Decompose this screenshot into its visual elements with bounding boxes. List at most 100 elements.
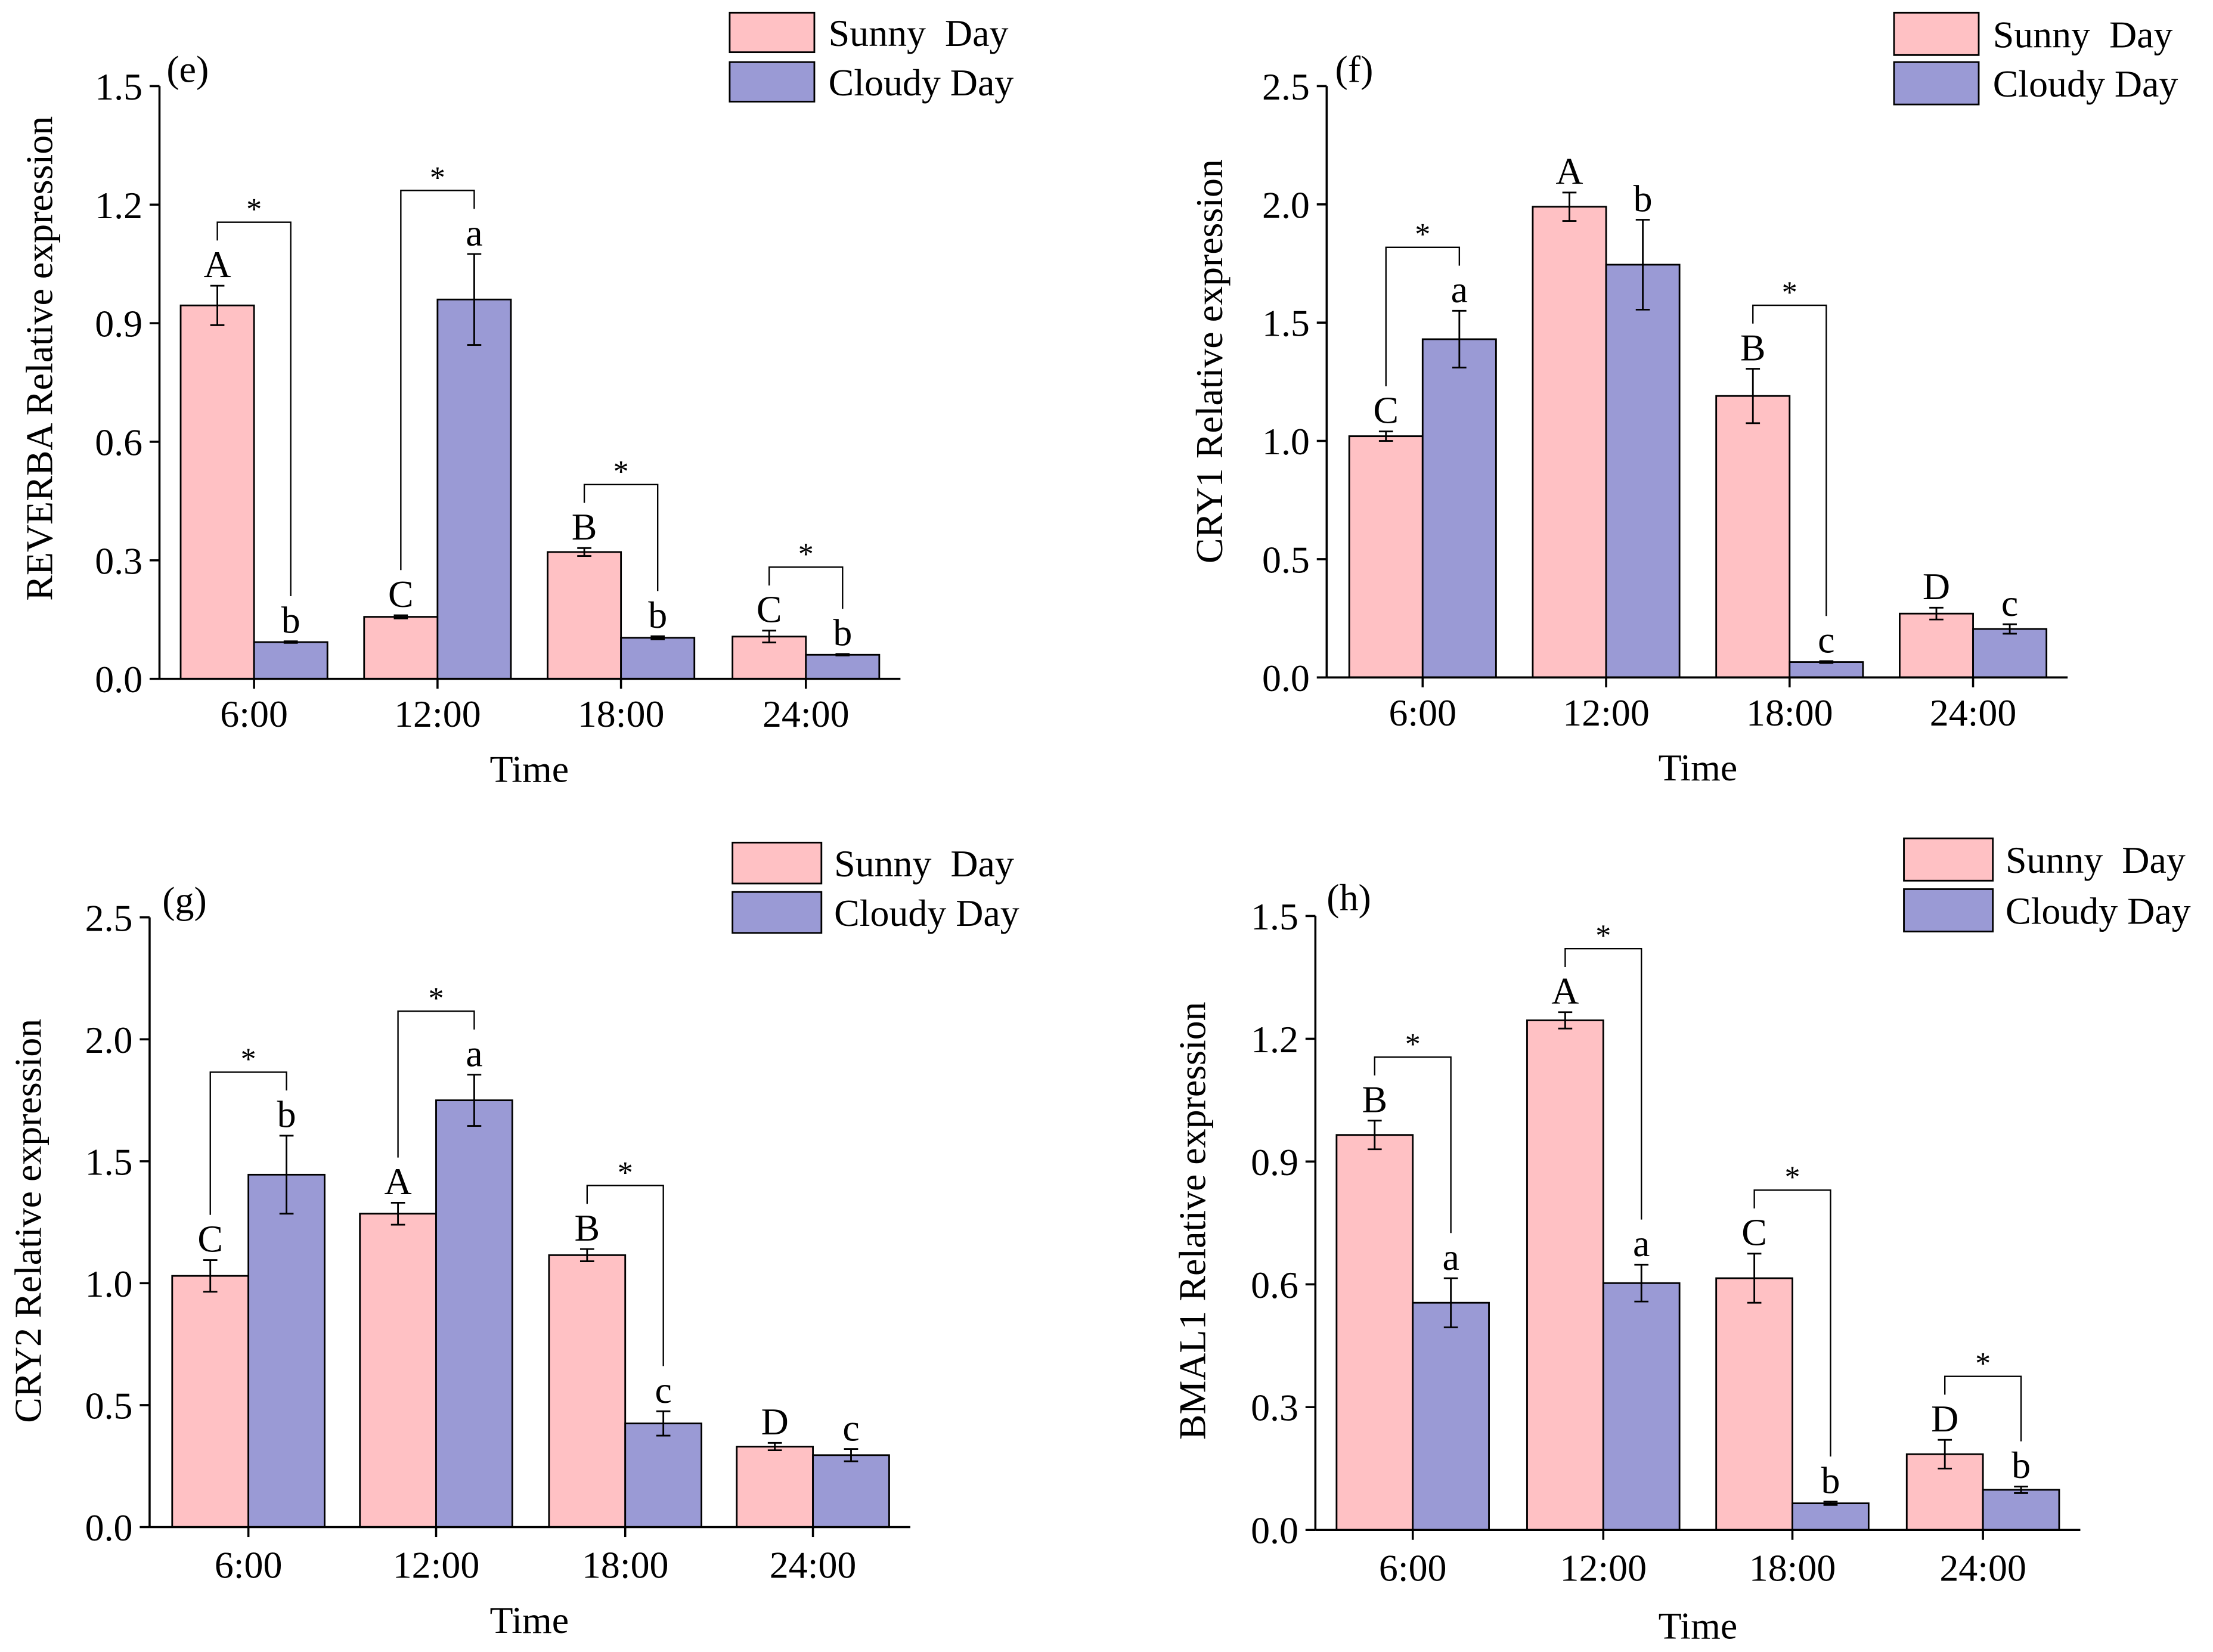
x-tick-label: 24:00 [1930,692,2017,734]
legend-swatch-cloudy-day [1893,61,1980,106]
x-tick-label: 18:00 [582,1544,669,1586]
y-tick-label: 1.5 [1262,302,1310,345]
group-letter-cloudy-day-18-00: c [655,1369,671,1411]
y-tick-label: 1.2 [1251,1018,1298,1061]
significance-bracket-12-00 [397,1010,475,1158]
error-bar-cloudy-day-12-00 [467,1074,482,1127]
significance-star-18-00: * [613,455,629,489]
bar-cloudy-day-12-00 [435,1099,513,1528]
error-bar-sunny-day-24-00 [1929,606,1944,621]
legend-label-sunny-day: Sunny Day [829,12,1009,54]
x-axis-title: Time [489,1599,569,1641]
y-axis-title: REVERBA Relative expression [18,116,61,601]
y-tick-label: 0.0 [1262,657,1310,699]
significance-bracket-6-00 [1385,246,1461,386]
bar-sunny-day-6-00 [171,1275,250,1528]
significance-bracket-12-00 [1564,948,1642,1220]
bar-cloudy-day-6-00 [253,641,328,680]
y-tick-label: 0.3 [95,540,142,582]
x-tick-label: 24:00 [763,693,850,735]
y-tick-label: 1.5 [1251,895,1298,938]
legend-swatch-sunny-day [1903,837,1994,882]
bar-cloudy-day-24-00 [1972,628,2048,678]
significance-bracket-24-00 [768,566,844,609]
error-bar-cloudy-day-12-00 [1634,1263,1649,1303]
x-tick-label: 6:00 [220,693,288,735]
group-letter-sunny-day-18-00: B [1740,326,1766,368]
legend-label-sunny-day: Sunny Day [834,842,1014,885]
y-tick-label: 0.9 [1251,1141,1298,1183]
group-letter-sunny-day-18-00: B [572,506,597,548]
bar-cloudy-day-24-00 [805,653,881,680]
y-tick-label: 0.3 [1251,1387,1298,1429]
legend-label-cloudy-day: Cloudy Day [829,61,1014,104]
error-bar-sunny-day-6-00 [203,1259,218,1293]
error-bar-cloudy-day-6-00 [1443,1277,1458,1328]
bar-sunny-day-18-00 [548,1254,627,1528]
y-axis-title: CRY1 Relative expression [1188,159,1231,563]
group-letter-cloudy-day-24-00: b [2011,1444,2031,1486]
x-tick-label: 18:00 [1746,692,1833,734]
x-tick-label: 6:00 [215,1544,283,1586]
x-axis-title: Time [1659,746,1738,789]
panel-label: (h) [1326,876,1371,919]
bar-sunny-day-12-00 [363,616,439,680]
error-bar-sunny-day-6-00 [210,284,225,326]
bar-cloudy-day-12-00 [436,298,512,680]
group-letter-sunny-day-6-00: A [203,243,231,286]
significance-star-12-00: * [1595,919,1611,953]
group-letter-cloudy-day-6-00: a [1442,1236,1459,1278]
x-tick-label: 12:00 [394,693,481,735]
error-bar-cloudy-day-6-00 [283,640,298,644]
x-tick-label: 12:00 [1560,1546,1647,1589]
significance-star-24-00: * [798,538,814,572]
error-bar-cloudy-day-6-00 [279,1135,294,1215]
x-tick-label: 24:00 [1939,1546,2026,1589]
error-bar-sunny-day-24-00 [767,1442,782,1452]
legend-swatch-sunny-day [732,841,823,885]
error-bar-sunny-day-12-00 [393,614,408,619]
y-tick-label: 1.0 [1262,420,1310,463]
bar-sunny-day-6-00 [179,304,255,680]
group-letter-sunny-day-18-00: C [1741,1211,1767,1254]
significance-bracket-12-00 [400,190,475,571]
x-tick-label: 24:00 [770,1544,857,1586]
significance-bracket-18-00 [583,483,659,591]
x-tick-label: 6:00 [1379,1546,1447,1589]
y-tick-label: 1.2 [95,184,142,227]
panel-f-chart: C A B Da b c c * * 0.0 0.5 1.0 1.5 2.0 2.5 6:00 12:00 18:… [1188,11,2178,789]
bar-cloudy-day-24-00 [1982,1489,2060,1531]
group-letter-cloudy-day-6-00: b [281,599,300,641]
significance-star-6-00: * [246,193,262,227]
group-letter-cloudy-day-24-00: c [2001,582,2018,624]
bar-cloudy-day-12-00 [1605,264,1681,678]
x-tick-label: 12:00 [1563,692,1650,734]
y-tick-label: 0.5 [85,1384,133,1427]
y-tick-label: 0.5 [1262,538,1310,581]
x-axis-title: Time [489,748,569,791]
bar-cloudy-day-18-00 [1792,1502,1870,1531]
y-tick-label: 2.0 [85,1019,133,1061]
significance-star-6-00: * [1415,218,1430,252]
significance-bracket-6-00 [216,221,292,596]
group-letter-sunny-day-24-00: D [1923,565,1950,608]
group-letter-sunny-day-6-00: C [1373,389,1399,431]
error-bar-cloudy-day-18-00 [1819,660,1834,664]
y-tick-label: 0.6 [1251,1264,1298,1306]
group-letter-cloudy-day-6-00: a [1451,268,1468,311]
bar-cloudy-day-18-00 [620,637,696,680]
error-bar-sunny-day-24-00 [1938,1439,1952,1470]
y-tick-label: 2.5 [1262,66,1310,108]
significance-bracket-18-00 [1753,1189,1831,1457]
bar-sunny-day-24-00 [1899,612,1974,678]
charts-group: A C B Cb a b b * * * * 0.0 0.3 0.6 0.9 1.2 1.5 6:00 12:00 1… [7,11,2191,1647]
legend-swatch-cloudy-day [732,891,823,934]
error-bar-cloudy-day-6-00 [1452,309,1467,368]
x-tick-label: 6:00 [1388,692,1456,734]
error-bar-cloudy-day-24-00 [2003,623,2017,635]
bar-cloudy-day-24-00 [812,1454,890,1528]
error-bar-sunny-day-12-00 [1558,1011,1573,1030]
group-letter-cloudy-day-18-00: c [1818,619,1834,661]
